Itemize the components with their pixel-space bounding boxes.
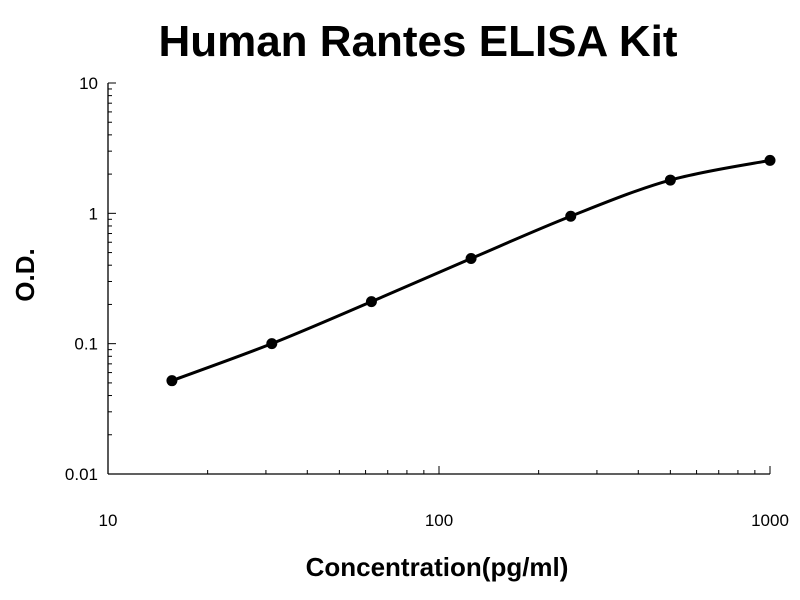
data-point — [565, 210, 577, 222]
plot-area — [166, 154, 776, 387]
x-tick-label: 10 — [99, 511, 118, 530]
data-points — [166, 154, 776, 387]
data-point — [664, 174, 676, 186]
x-axis-label: Concentration(pg/ml) — [306, 552, 569, 582]
data-point — [166, 375, 178, 387]
data-point — [764, 154, 776, 166]
x-ticks: 10 100 1000 — [99, 466, 789, 530]
axes: 0.01 0.1 1 10 10 100 1000 — [65, 74, 789, 530]
data-point — [465, 253, 477, 265]
chart-title: Human Rantes ELISA Kit — [158, 17, 677, 66]
data-point — [365, 296, 377, 308]
x-tick-label: 100 — [425, 511, 453, 530]
y-ticks: 0.01 0.1 1 10 — [65, 74, 116, 484]
y-tick-label: 0.01 — [65, 465, 98, 484]
y-tick-label: 0.1 — [74, 335, 98, 354]
y-axis-label: O.D. — [10, 248, 40, 301]
x-tick-label: 1000 — [751, 511, 789, 530]
y-tick-label: 10 — [79, 74, 98, 93]
fitted-curve-line — [171, 158, 771, 383]
y-tick-label: 1 — [89, 204, 98, 223]
data-point — [266, 338, 278, 350]
